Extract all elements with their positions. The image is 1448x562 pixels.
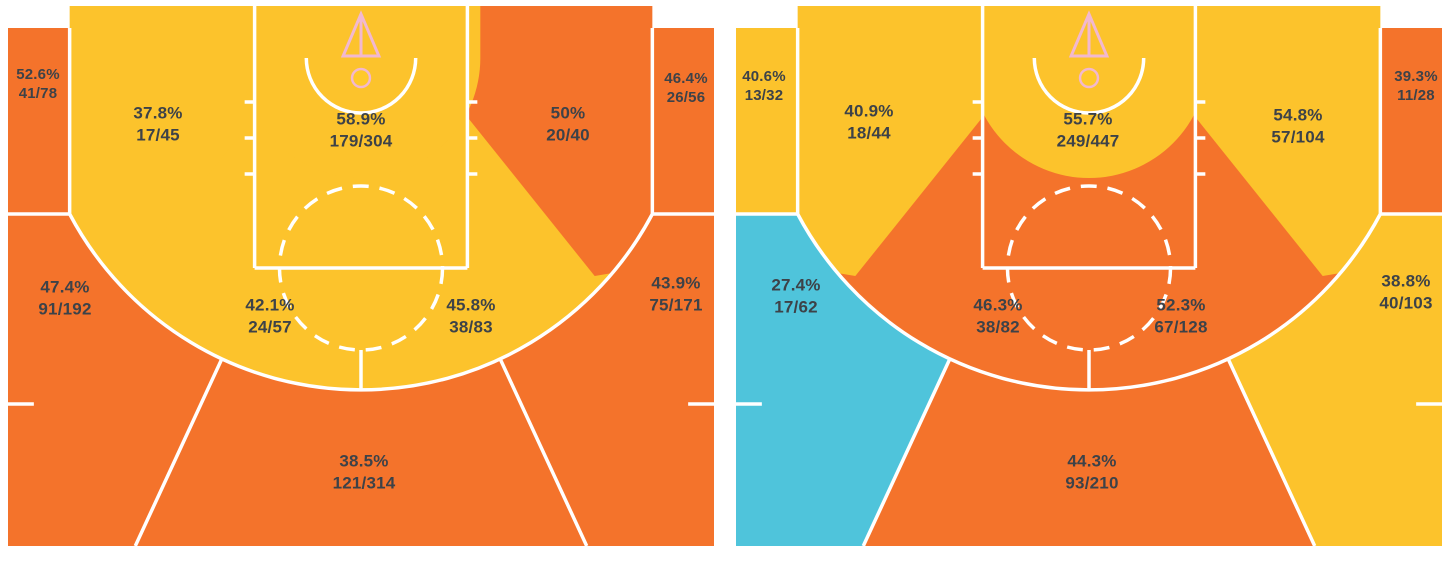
zone-baseline-mid-left bbox=[758, 6, 1000, 276]
zone-baseline-mid-right bbox=[1178, 6, 1420, 276]
zone-frac: 20/40 bbox=[546, 125, 590, 144]
basketball-icon bbox=[350, 67, 372, 89]
baseline-notch-left bbox=[8, 6, 70, 28]
zone-pct: 40.9% bbox=[844, 101, 894, 121]
shot-chart-right-court bbox=[736, 6, 1442, 546]
zone-label-wing3-left: 27.4% 17/62 bbox=[771, 274, 820, 318]
zone-baseline-mid-right bbox=[450, 6, 692, 276]
zone-pct: 46.4% bbox=[664, 69, 708, 87]
zone-label-mid-left: 46.3% 38/82 bbox=[973, 294, 1022, 338]
zone-pct: 39.3% bbox=[1394, 67, 1438, 85]
zone-label-top3: 38.5% 121/314 bbox=[333, 450, 396, 494]
zone-frac: 38/83 bbox=[449, 317, 493, 336]
zone-frac: 40/103 bbox=[1379, 293, 1433, 312]
zone-pct: 45.8% bbox=[446, 295, 496, 315]
zone-label-mid-left: 42.1% 24/57 bbox=[245, 294, 294, 338]
zone-pct: 52.3% bbox=[1156, 295, 1206, 315]
zone-frac: 24/57 bbox=[248, 317, 292, 336]
zone-pct: 54.8% bbox=[1273, 105, 1323, 125]
zone-corner3-left bbox=[8, 28, 70, 214]
basketball-icon bbox=[1078, 67, 1100, 89]
zone-frac: 67/128 bbox=[1154, 317, 1208, 336]
zone-corner3-right bbox=[652, 28, 714, 214]
zone-label-corner3-left: 52.6% 41/78 bbox=[16, 65, 60, 103]
zone-pct: 47.4% bbox=[40, 277, 90, 297]
zone-label-paint-center: 58.9% 179/304 bbox=[330, 108, 393, 152]
shot-chart-left-court bbox=[8, 6, 714, 546]
court-lines bbox=[8, 6, 714, 546]
shot-chart-left-panel: 52.6% 41/78 37.8% 17/45 58.9% 179/304 50… bbox=[8, 6, 714, 546]
zone-frac: 179/304 bbox=[329, 131, 393, 150]
zone-pct: 44.3% bbox=[1067, 451, 1117, 471]
zone-frac: 249/447 bbox=[1056, 131, 1120, 150]
zone-frac: 17/45 bbox=[136, 125, 180, 144]
zone-frac: 11/28 bbox=[1397, 87, 1435, 104]
zone-label-corner3-right: 46.4% 26/56 bbox=[664, 69, 708, 107]
zone-pct: 27.4% bbox=[771, 275, 821, 295]
zone-baseline-mid-left bbox=[30, 6, 272, 276]
zone-pct: 40.6% bbox=[742, 67, 786, 85]
zone-frac: 26/56 bbox=[666, 89, 706, 106]
zone-pct: 50% bbox=[550, 103, 586, 123]
zone-pct: 55.7% bbox=[1063, 109, 1113, 129]
zone-frac: 18/44 bbox=[847, 123, 891, 142]
zone-frac: 41/78 bbox=[18, 85, 58, 102]
free-throw-circle bbox=[277, 184, 445, 352]
zone-frac: 38/82 bbox=[976, 317, 1020, 336]
zone-pct: 37.8% bbox=[133, 103, 183, 123]
zone-pct: 38.8% bbox=[1381, 271, 1431, 291]
zone-frac: 121/314 bbox=[332, 473, 396, 492]
baseline-notch-right bbox=[1380, 6, 1442, 28]
zone-frac: 57/104 bbox=[1271, 127, 1325, 146]
zone-label-baseline-mid-left: 37.8% 17/45 bbox=[133, 102, 182, 146]
zone-label-wing3-right: 38.8% 40/103 bbox=[1379, 270, 1432, 314]
zone-label-top3: 44.3% 93/210 bbox=[1065, 450, 1118, 494]
wing-divider-lines bbox=[861, 358, 1317, 546]
zone-frac: 13/32 bbox=[744, 87, 784, 104]
zone-label-baseline-mid-right: 54.8% 57/104 bbox=[1271, 104, 1324, 148]
zone-pct: 43.9% bbox=[651, 273, 701, 293]
baseline-notch-right bbox=[652, 6, 714, 28]
restricted-area-arc bbox=[304, 57, 418, 115]
zone-label-mid-right: 45.8% 38/83 bbox=[446, 294, 495, 338]
zone-label-wing3-left: 47.4% 91/192 bbox=[38, 276, 91, 320]
wing-divider-lines bbox=[133, 358, 589, 546]
zone-pct: 46.3% bbox=[973, 295, 1023, 315]
zone-pct: 52.6% bbox=[16, 65, 60, 83]
zone-label-mid-right: 52.3% 67/128 bbox=[1154, 294, 1207, 338]
zone-label-corner3-left: 40.6% 13/32 bbox=[742, 67, 786, 105]
restricted-area-arc bbox=[1032, 57, 1146, 115]
zone-pct: 38.5% bbox=[339, 451, 389, 471]
zone-label-corner3-right: 39.3% 11/28 bbox=[1394, 67, 1438, 105]
zone-paint-center bbox=[241, 6, 481, 178]
zone-corner3-right bbox=[1380, 28, 1442, 214]
zone-pct: 42.1% bbox=[245, 295, 295, 315]
backboard-hoop-icon bbox=[1068, 10, 1110, 89]
zone-frac: 17/62 bbox=[774, 297, 818, 316]
zone-frac: 93/210 bbox=[1065, 473, 1119, 492]
zone-paint-center bbox=[969, 6, 1209, 178]
zone-frac: 75/171 bbox=[649, 295, 703, 314]
zone-label-paint-center: 55.7% 249/447 bbox=[1057, 108, 1120, 152]
zone-pct: 58.9% bbox=[336, 109, 386, 129]
zone-label-baseline-mid-right: 50% 20/40 bbox=[546, 102, 590, 146]
zone-corner3-left bbox=[736, 28, 798, 214]
lane-hash-marks bbox=[244, 100, 478, 176]
backboard-hoop-icon bbox=[340, 10, 382, 89]
zone-label-baseline-mid-left: 40.9% 18/44 bbox=[844, 100, 893, 144]
free-throw-circle bbox=[1005, 184, 1173, 352]
lane-hash-marks bbox=[972, 100, 1206, 176]
shot-chart-right-panel: 40.6% 13/32 40.9% 18/44 55.7% 249/447 54… bbox=[736, 6, 1442, 546]
court-lines bbox=[736, 6, 1442, 546]
baseline-notch-left bbox=[736, 6, 798, 28]
zone-frac: 91/192 bbox=[38, 299, 92, 318]
zone-label-wing3-right: 43.9% 75/171 bbox=[649, 272, 702, 316]
